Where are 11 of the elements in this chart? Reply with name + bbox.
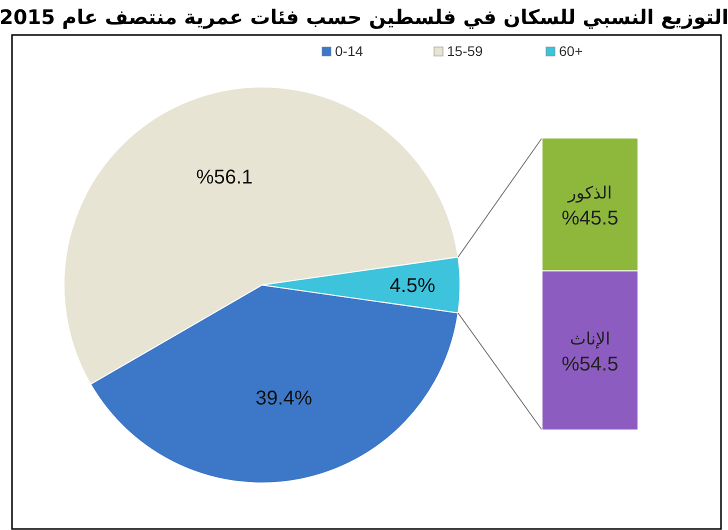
data-label: %45.5 <box>562 207 618 230</box>
category-label: الإناث <box>570 329 610 350</box>
legend-label: 0-14 <box>335 43 364 59</box>
legend-label: 60+ <box>559 43 583 59</box>
data-label: 4.5% <box>390 275 436 297</box>
chart-title: التوزيع النسبي للسكان في فلسطين حسب فئات عمرية منتصف عام 2015 <box>0 5 728 29</box>
data-label: %56.1 <box>196 166 253 188</box>
data-label: %54.5 <box>562 353 618 376</box>
legend-label: 15-59 <box>447 43 484 59</box>
data-label: 39.4% <box>256 388 312 410</box>
category-label: الذكور <box>567 183 612 204</box>
